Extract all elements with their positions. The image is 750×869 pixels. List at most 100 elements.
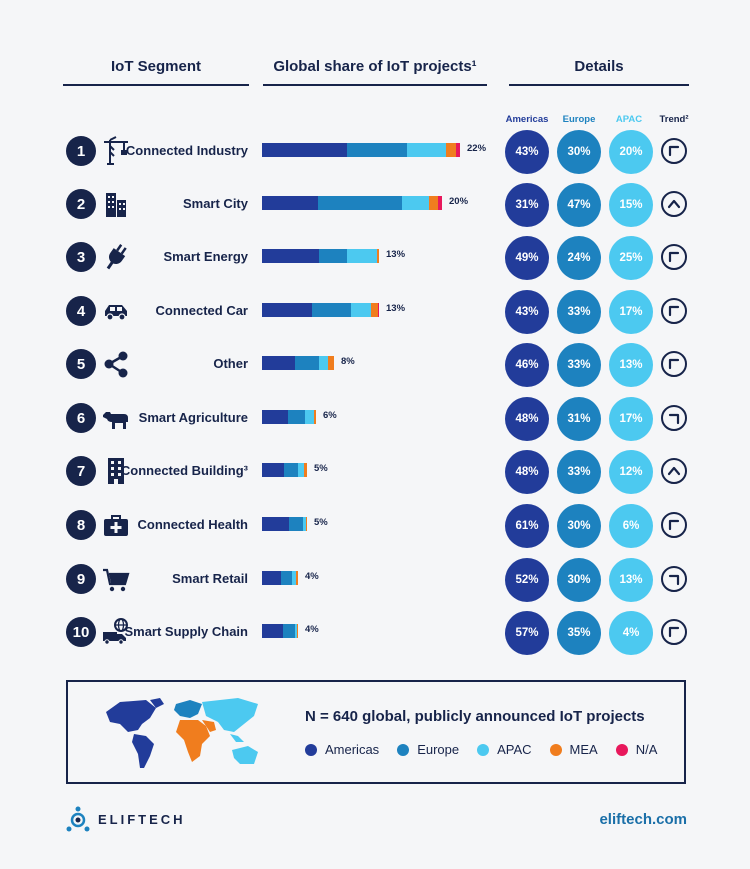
website-link[interactable]: eliftech.com xyxy=(599,811,687,828)
header-line-segment xyxy=(63,84,249,86)
segment-row: 4 Connected Car 13% 43% 33% 17% xyxy=(0,287,750,337)
bar-segment-europe xyxy=(280,571,292,585)
share-bar xyxy=(262,410,316,424)
segment-label: Connected Health xyxy=(137,517,248,532)
share-bar xyxy=(262,249,379,263)
legend-label: Europe xyxy=(417,742,460,757)
legend-items: Americas Europe APAC MEA N/A xyxy=(305,742,657,757)
header-line-share xyxy=(263,84,487,86)
share-circle-americas: 31% xyxy=(505,183,549,227)
segment-row: 8 Connected Health 5% 61% 30% 6% xyxy=(0,501,750,551)
bar-segment-americas xyxy=(262,624,283,638)
segment-label: Smart City xyxy=(182,196,248,211)
header-global-share: Global share of IoT projects¹ xyxy=(273,58,477,75)
share-circle-apac: 13% xyxy=(609,343,653,387)
share-bar xyxy=(262,463,307,477)
rank-badge: 3 xyxy=(66,242,96,272)
world-map-icon xyxy=(106,698,258,768)
brand-name: ELIFTECH xyxy=(98,811,186,827)
segment-label: Smart Retail xyxy=(172,571,248,586)
bar-segment-mea xyxy=(296,571,298,585)
bar-segment-mea xyxy=(305,517,307,531)
bar-value-label: 22% xyxy=(467,143,487,154)
segment-row: 2 Smart City 20% 31% 47% 15% xyxy=(0,180,750,230)
header-iot-segment: IoT Segment xyxy=(110,58,201,75)
bar-segment-apac xyxy=(318,356,329,370)
legend-dot-europe xyxy=(397,743,410,756)
share-circle-europe: 33% xyxy=(557,290,601,334)
share-circle-europe: 30% xyxy=(557,558,601,602)
bar-segment-mea xyxy=(303,463,307,477)
share-circle-americas: 48% xyxy=(505,450,549,494)
bar-value-label: 13% xyxy=(386,249,406,260)
segment-label: Smart Supply Chain xyxy=(124,624,248,639)
trend-arrow-icon xyxy=(661,244,687,270)
cow-icon xyxy=(102,403,130,433)
trend-arrow-icon xyxy=(661,298,687,324)
share-circle-americas: 57% xyxy=(505,611,549,655)
trend-arrow-icon xyxy=(661,458,687,484)
header-details: Details xyxy=(574,58,624,75)
bar-segment-americas xyxy=(262,143,348,157)
bar-segment-apac xyxy=(347,249,377,263)
legend-americas: Americas xyxy=(305,742,379,757)
segment-label: Smart Energy xyxy=(163,249,248,264)
share-bar xyxy=(262,624,298,638)
legend-label: Americas xyxy=(325,742,380,757)
bar-segment-apac xyxy=(406,143,447,157)
segment-label: Connected Car xyxy=(155,303,248,318)
subheader-europe: Europe xyxy=(562,114,596,125)
plug-icon xyxy=(102,242,130,272)
bar-segment-europe xyxy=(312,303,351,317)
bar-segment-mea xyxy=(446,143,456,157)
share-circle-apac: 17% xyxy=(609,397,653,441)
bar-value-label: 6% xyxy=(323,410,337,421)
bar-segment-apac xyxy=(350,303,371,317)
rank-badge: 1 xyxy=(66,136,96,166)
trend-arrow-icon xyxy=(661,566,687,592)
bar-segment-americas xyxy=(262,571,281,585)
share-circle-apac: 13% xyxy=(609,558,653,602)
legend-box: N = 640 global, publicly announced IoT p… xyxy=(66,680,686,784)
bar-segment-mea xyxy=(429,196,439,210)
trend-arrow-icon xyxy=(661,191,687,217)
city-icon xyxy=(102,189,130,219)
bar-segment-europe xyxy=(289,517,303,531)
bar-value-label: 13% xyxy=(386,303,406,314)
bar-segment-apac xyxy=(295,624,297,638)
bar-value-label: 4% xyxy=(305,571,319,582)
segment-label: Connected Building³ xyxy=(120,463,248,478)
bar-segment-americas xyxy=(262,196,318,210)
legend-dot-americas xyxy=(305,743,317,756)
trend-arrow-icon xyxy=(661,512,687,538)
bar-value-label: 5% xyxy=(314,463,328,474)
share-circle-europe: 24% xyxy=(557,236,601,280)
medkit-icon xyxy=(102,510,130,540)
share-circle-americas: 61% xyxy=(505,504,549,548)
bar-segment-europe xyxy=(347,143,407,157)
legend-mea: MEA xyxy=(549,742,598,757)
segment-row: 1 Connected Industry 22% 43% 30% 20% xyxy=(0,127,750,177)
legend-dot-na xyxy=(615,743,628,756)
share-circle-apac: 20% xyxy=(609,130,653,174)
share-circle-apac: 25% xyxy=(609,236,653,280)
bar-segment-europe xyxy=(317,196,403,210)
rank-badge: 9 xyxy=(66,564,96,594)
share-bar xyxy=(262,196,442,210)
rank-badge: 8 xyxy=(66,510,96,540)
legend-title: N = 640 global, publicly announced IoT p… xyxy=(305,708,645,725)
bar-segment-europe xyxy=(282,624,296,638)
segment-label: Connected Industry xyxy=(125,143,248,158)
rank-badge: 10 xyxy=(66,617,96,647)
bar-segment-apac xyxy=(304,410,314,424)
bar-segment-europe xyxy=(283,463,299,477)
share-bar xyxy=(262,517,307,531)
bar-segment-apac xyxy=(302,517,306,531)
share-circle-americas: 46% xyxy=(505,343,549,387)
bar-segment-americas xyxy=(262,463,284,477)
legend-na: N/A xyxy=(615,742,657,757)
eliftech-logo-icon xyxy=(66,806,90,832)
trend-arrow-icon xyxy=(661,619,687,645)
bar-segment-na xyxy=(377,303,379,317)
legend-europe: Europe xyxy=(397,742,459,757)
